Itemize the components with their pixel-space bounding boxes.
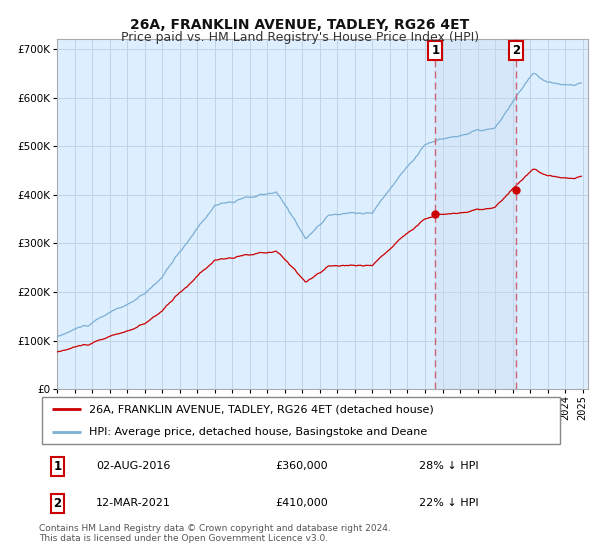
Text: 28% ↓ HPI: 28% ↓ HPI	[419, 461, 478, 472]
Text: 1: 1	[53, 460, 61, 473]
Text: £410,000: £410,000	[275, 498, 328, 508]
Text: 2: 2	[512, 44, 520, 58]
Text: 2: 2	[53, 497, 61, 510]
Text: 26A, FRANKLIN AVENUE, TADLEY, RG26 4ET (detached house): 26A, FRANKLIN AVENUE, TADLEY, RG26 4ET (…	[89, 404, 434, 414]
Text: Contains HM Land Registry data © Crown copyright and database right 2024.
This d: Contains HM Land Registry data © Crown c…	[39, 524, 391, 543]
Text: Price paid vs. HM Land Registry's House Price Index (HPI): Price paid vs. HM Land Registry's House …	[121, 31, 479, 44]
Text: 12-MAR-2021: 12-MAR-2021	[96, 498, 171, 508]
Text: 02-AUG-2016: 02-AUG-2016	[97, 461, 170, 472]
Text: 1: 1	[431, 44, 439, 58]
Text: HPI: Average price, detached house, Basingstoke and Deane: HPI: Average price, detached house, Basi…	[89, 427, 427, 437]
FancyBboxPatch shape	[41, 398, 560, 444]
Text: 26A, FRANKLIN AVENUE, TADLEY, RG26 4ET: 26A, FRANKLIN AVENUE, TADLEY, RG26 4ET	[130, 18, 470, 32]
Bar	[435, 39, 516, 389]
Text: 22% ↓ HPI: 22% ↓ HPI	[419, 498, 478, 508]
Text: £360,000: £360,000	[275, 461, 328, 472]
